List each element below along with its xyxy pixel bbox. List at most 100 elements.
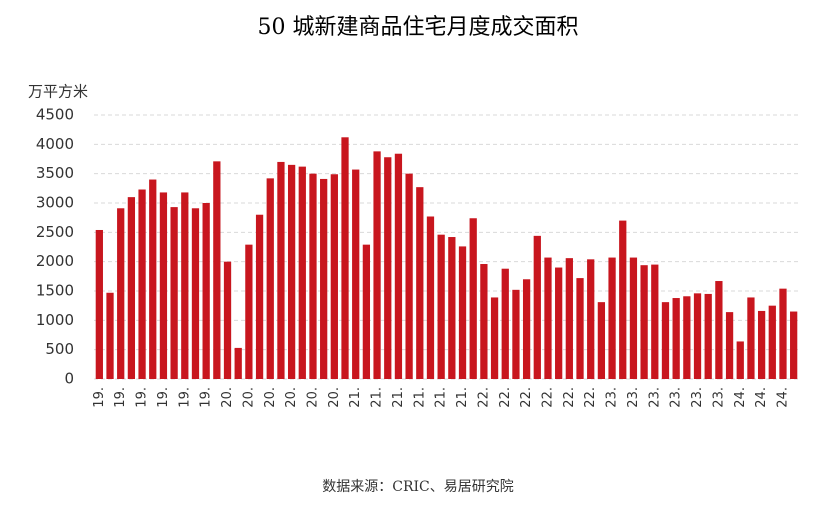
bar	[501, 268, 509, 379]
x-tick-label: 23.	[605, 387, 620, 408]
bar	[490, 297, 499, 379]
y-tick-label: 500	[45, 340, 74, 358]
bar	[416, 187, 424, 379]
x-tick-label: 22.	[562, 387, 577, 408]
bar	[608, 257, 616, 379]
bar	[629, 257, 638, 379]
y-tick-label: 3500	[36, 164, 74, 182]
bar	[555, 267, 563, 379]
x-tick-label: 19.	[113, 387, 128, 408]
bar	[736, 341, 744, 379]
x-tick-label: 22.	[540, 387, 555, 408]
x-tick-label: 19.	[156, 387, 171, 408]
bar	[469, 218, 477, 379]
y-tick-label: 2500	[36, 223, 74, 241]
bar	[672, 298, 680, 379]
bar	[533, 235, 541, 379]
x-tick-label: 24.	[754, 387, 769, 408]
x-tick-label: 20.	[284, 387, 299, 408]
bar	[309, 173, 317, 379]
bar	[512, 289, 520, 379]
bar	[266, 178, 274, 379]
x-tick-label: 23.	[647, 387, 662, 408]
bar	[640, 265, 648, 379]
chart-title: 50 城新建商品住宅月度成交面积	[258, 15, 579, 40]
x-tick-label: 21.	[370, 387, 385, 408]
x-tick-label: 20.	[327, 387, 342, 408]
bar	[619, 220, 627, 379]
bar	[394, 153, 403, 379]
bar	[426, 216, 435, 379]
bar	[725, 312, 734, 379]
bar	[790, 311, 798, 379]
bar	[651, 264, 659, 379]
bar	[191, 208, 200, 379]
bar	[544, 257, 552, 379]
bar	[117, 208, 125, 379]
bar	[149, 179, 157, 379]
x-tick-label: 21.	[348, 387, 363, 408]
bar	[704, 293, 712, 379]
bar	[159, 192, 168, 379]
y-tick-label: 4500	[36, 106, 74, 124]
bar	[565, 258, 573, 379]
x-tick-label: 20.	[305, 387, 320, 408]
x-tick-label: 20.	[220, 387, 235, 408]
x-tick-label: 19.	[92, 387, 107, 408]
bar	[597, 302, 606, 379]
bar	[245, 244, 253, 379]
x-tick-label: 24.	[775, 387, 790, 408]
y-tick-label: 2000	[36, 252, 74, 270]
y-tick-label: 1000	[36, 311, 74, 329]
bar	[480, 264, 488, 379]
x-tick-label: 23.	[669, 387, 684, 408]
x-tick-label: 21.	[391, 387, 406, 408]
bar	[277, 161, 285, 379]
x-tick-label: 22.	[476, 387, 491, 408]
x-tick-label: 19.	[177, 387, 192, 408]
bar	[458, 246, 467, 379]
bar	[320, 178, 328, 379]
bar	[437, 234, 445, 379]
bar	[287, 164, 296, 379]
y-tick-label: 3000	[36, 194, 74, 212]
bar	[106, 292, 114, 379]
bar	[234, 347, 242, 379]
bar	[341, 137, 349, 379]
bar	[715, 281, 723, 379]
x-tick-label: 20.	[263, 387, 278, 408]
bar	[384, 157, 392, 379]
x-tick-label: 23.	[626, 387, 641, 408]
bar	[223, 261, 232, 379]
bar	[576, 278, 584, 379]
bar	[747, 297, 755, 379]
bar	[202, 203, 210, 379]
bar	[127, 197, 136, 379]
bar	[683, 296, 691, 379]
x-tick-label: 21.	[434, 387, 449, 408]
bar	[255, 214, 264, 379]
bar	[373, 151, 381, 379]
x-tick-label: 23.	[711, 387, 726, 408]
bar	[138, 189, 146, 379]
bar	[779, 288, 787, 379]
x-tick-label: 19.	[199, 387, 214, 408]
bar	[448, 237, 456, 379]
y-tick-label: 4000	[36, 135, 74, 153]
y-tick-label: 0	[64, 370, 74, 388]
bar	[352, 169, 360, 379]
y-axis-label: 万平方米	[28, 83, 88, 101]
bar	[298, 166, 306, 379]
x-tick-label: 22.	[519, 387, 534, 408]
bar	[661, 302, 670, 379]
x-tick-label: 24.	[733, 387, 748, 408]
bar	[95, 229, 103, 379]
bar	[757, 310, 766, 379]
bar	[213, 161, 221, 379]
x-tick-label: 21.	[455, 387, 470, 408]
bar	[181, 192, 189, 379]
x-tick-label: 22.	[498, 387, 513, 408]
bar	[522, 279, 531, 379]
x-tick-label: 20.	[241, 387, 256, 408]
